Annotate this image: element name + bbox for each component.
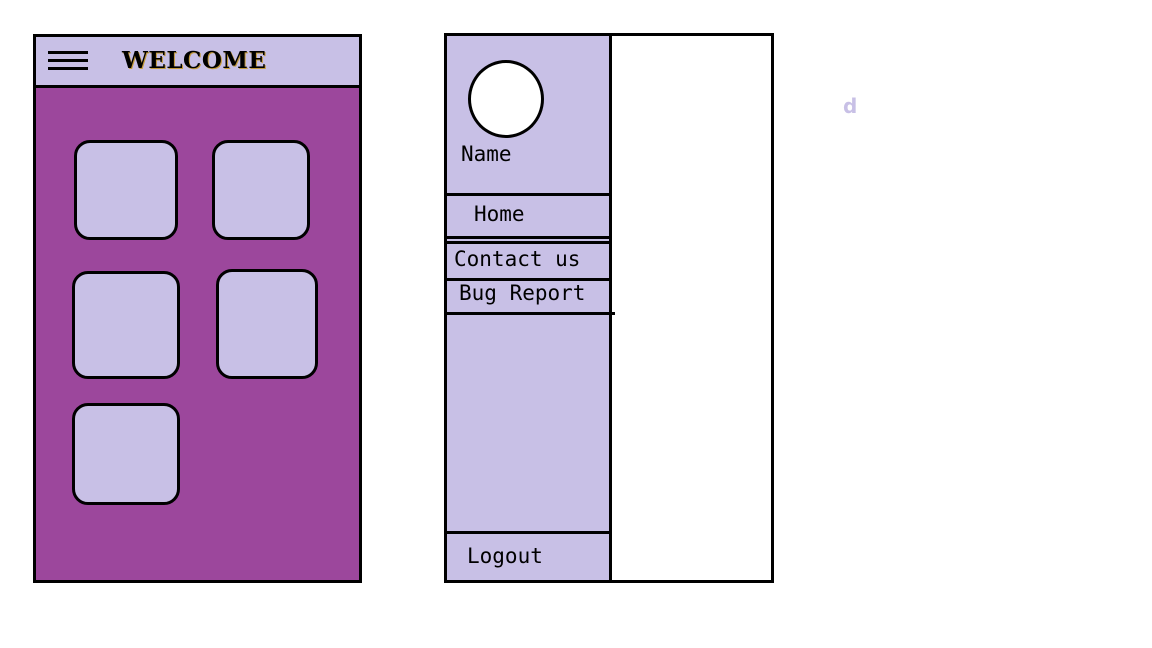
- grid-tile-5[interactable]: [72, 403, 180, 505]
- grid-tile-1[interactable]: [74, 140, 178, 240]
- app-header: WELCOME: [36, 37, 359, 88]
- drawer-item-label: Bug Report: [459, 281, 586, 305]
- drawer-item-contact-us[interactable]: Contact us: [447, 241, 609, 281]
- grid-tile-4[interactable]: [216, 269, 318, 379]
- hamburger-line: [48, 51, 88, 54]
- drawer-item-label: Contact us: [454, 247, 581, 271]
- avatar[interactable]: [468, 60, 544, 138]
- drawer-screen: Name Home Contact us Bug Report Logout: [444, 33, 774, 583]
- stray-text: d: [843, 94, 858, 118]
- drawer-item-label: Home: [474, 202, 525, 226]
- page-title: WELCOME: [122, 47, 267, 74]
- grid-tile-2[interactable]: [212, 140, 310, 240]
- profile-name: Name: [461, 142, 512, 166]
- navigation-drawer: Name Home Contact us Bug Report Logout: [447, 36, 615, 583]
- hamburger-line: [48, 59, 88, 62]
- grid-tile-3[interactable]: [72, 271, 180, 379]
- home-screen: WELCOME: [33, 34, 362, 583]
- hamburger-line: [48, 67, 88, 70]
- drawer-item-home[interactable]: Home: [447, 196, 609, 239]
- logout-label: Logout: [467, 544, 543, 568]
- drawer-profile-section: Name: [447, 36, 609, 196]
- logout-button[interactable]: Logout: [447, 531, 609, 583]
- drawer-item-bug-report[interactable]: Bug Report: [447, 278, 615, 315]
- hamburger-menu-icon[interactable]: [48, 51, 88, 73]
